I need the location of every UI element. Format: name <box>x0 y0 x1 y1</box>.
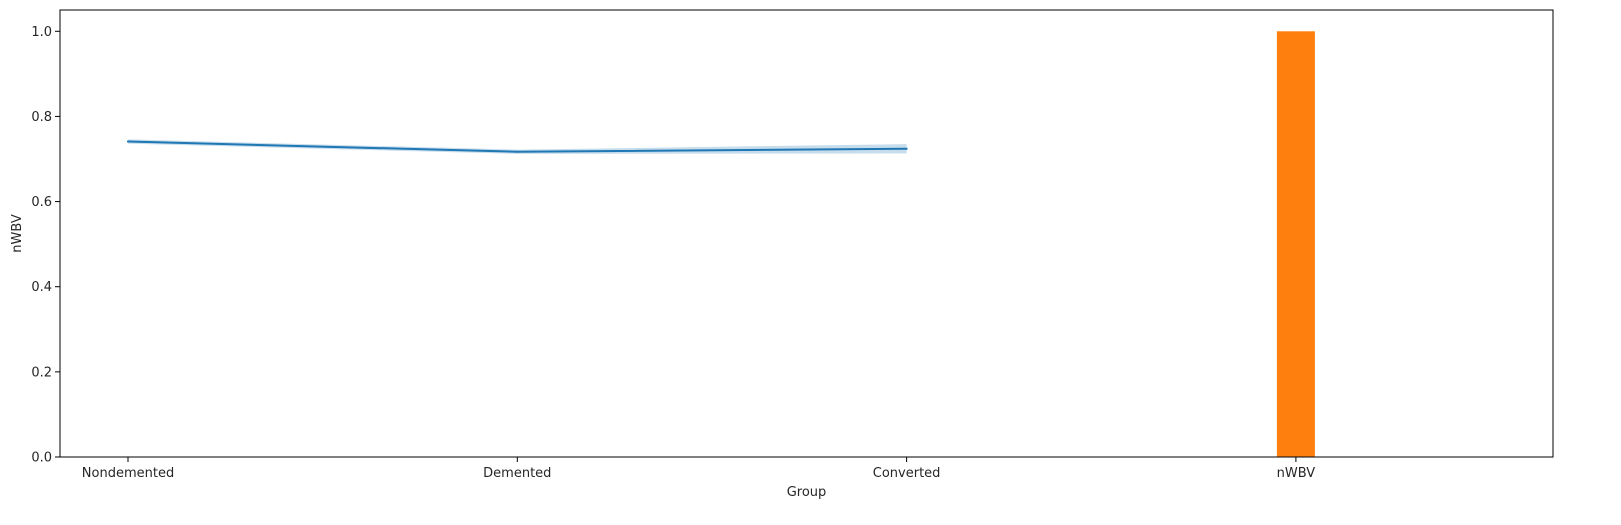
y-tick-label: 1.0 <box>31 25 52 40</box>
line-point-converted <box>905 147 908 150</box>
x-tick-label: nWBV <box>1277 466 1316 481</box>
x-tick-label: Demented <box>483 466 551 481</box>
y-tick-label: 0.8 <box>31 110 52 125</box>
x-tick-label: Nondemented <box>82 466 174 481</box>
line-point-nondemented <box>127 140 129 143</box>
x-axis-label: Group <box>787 485 827 500</box>
y-tick-label: 0.2 <box>31 365 52 380</box>
line-point-demented <box>516 150 519 153</box>
y-tick-label: 0.0 <box>31 451 52 466</box>
y-tick-label: 0.4 <box>31 280 52 295</box>
y-tick-label: 0.6 <box>31 195 52 210</box>
bar-nwbv <box>1276 31 1315 458</box>
axes-frame <box>59 9 1554 458</box>
x-tick-label: Converted <box>873 466 941 481</box>
plot-area <box>127 31 1315 458</box>
axes: 0.0 0.2 0.4 0.6 0.8 1.0 Nondemented Demented Con… <box>31 9 1554 481</box>
y-axis-label: nWBV <box>10 214 25 253</box>
